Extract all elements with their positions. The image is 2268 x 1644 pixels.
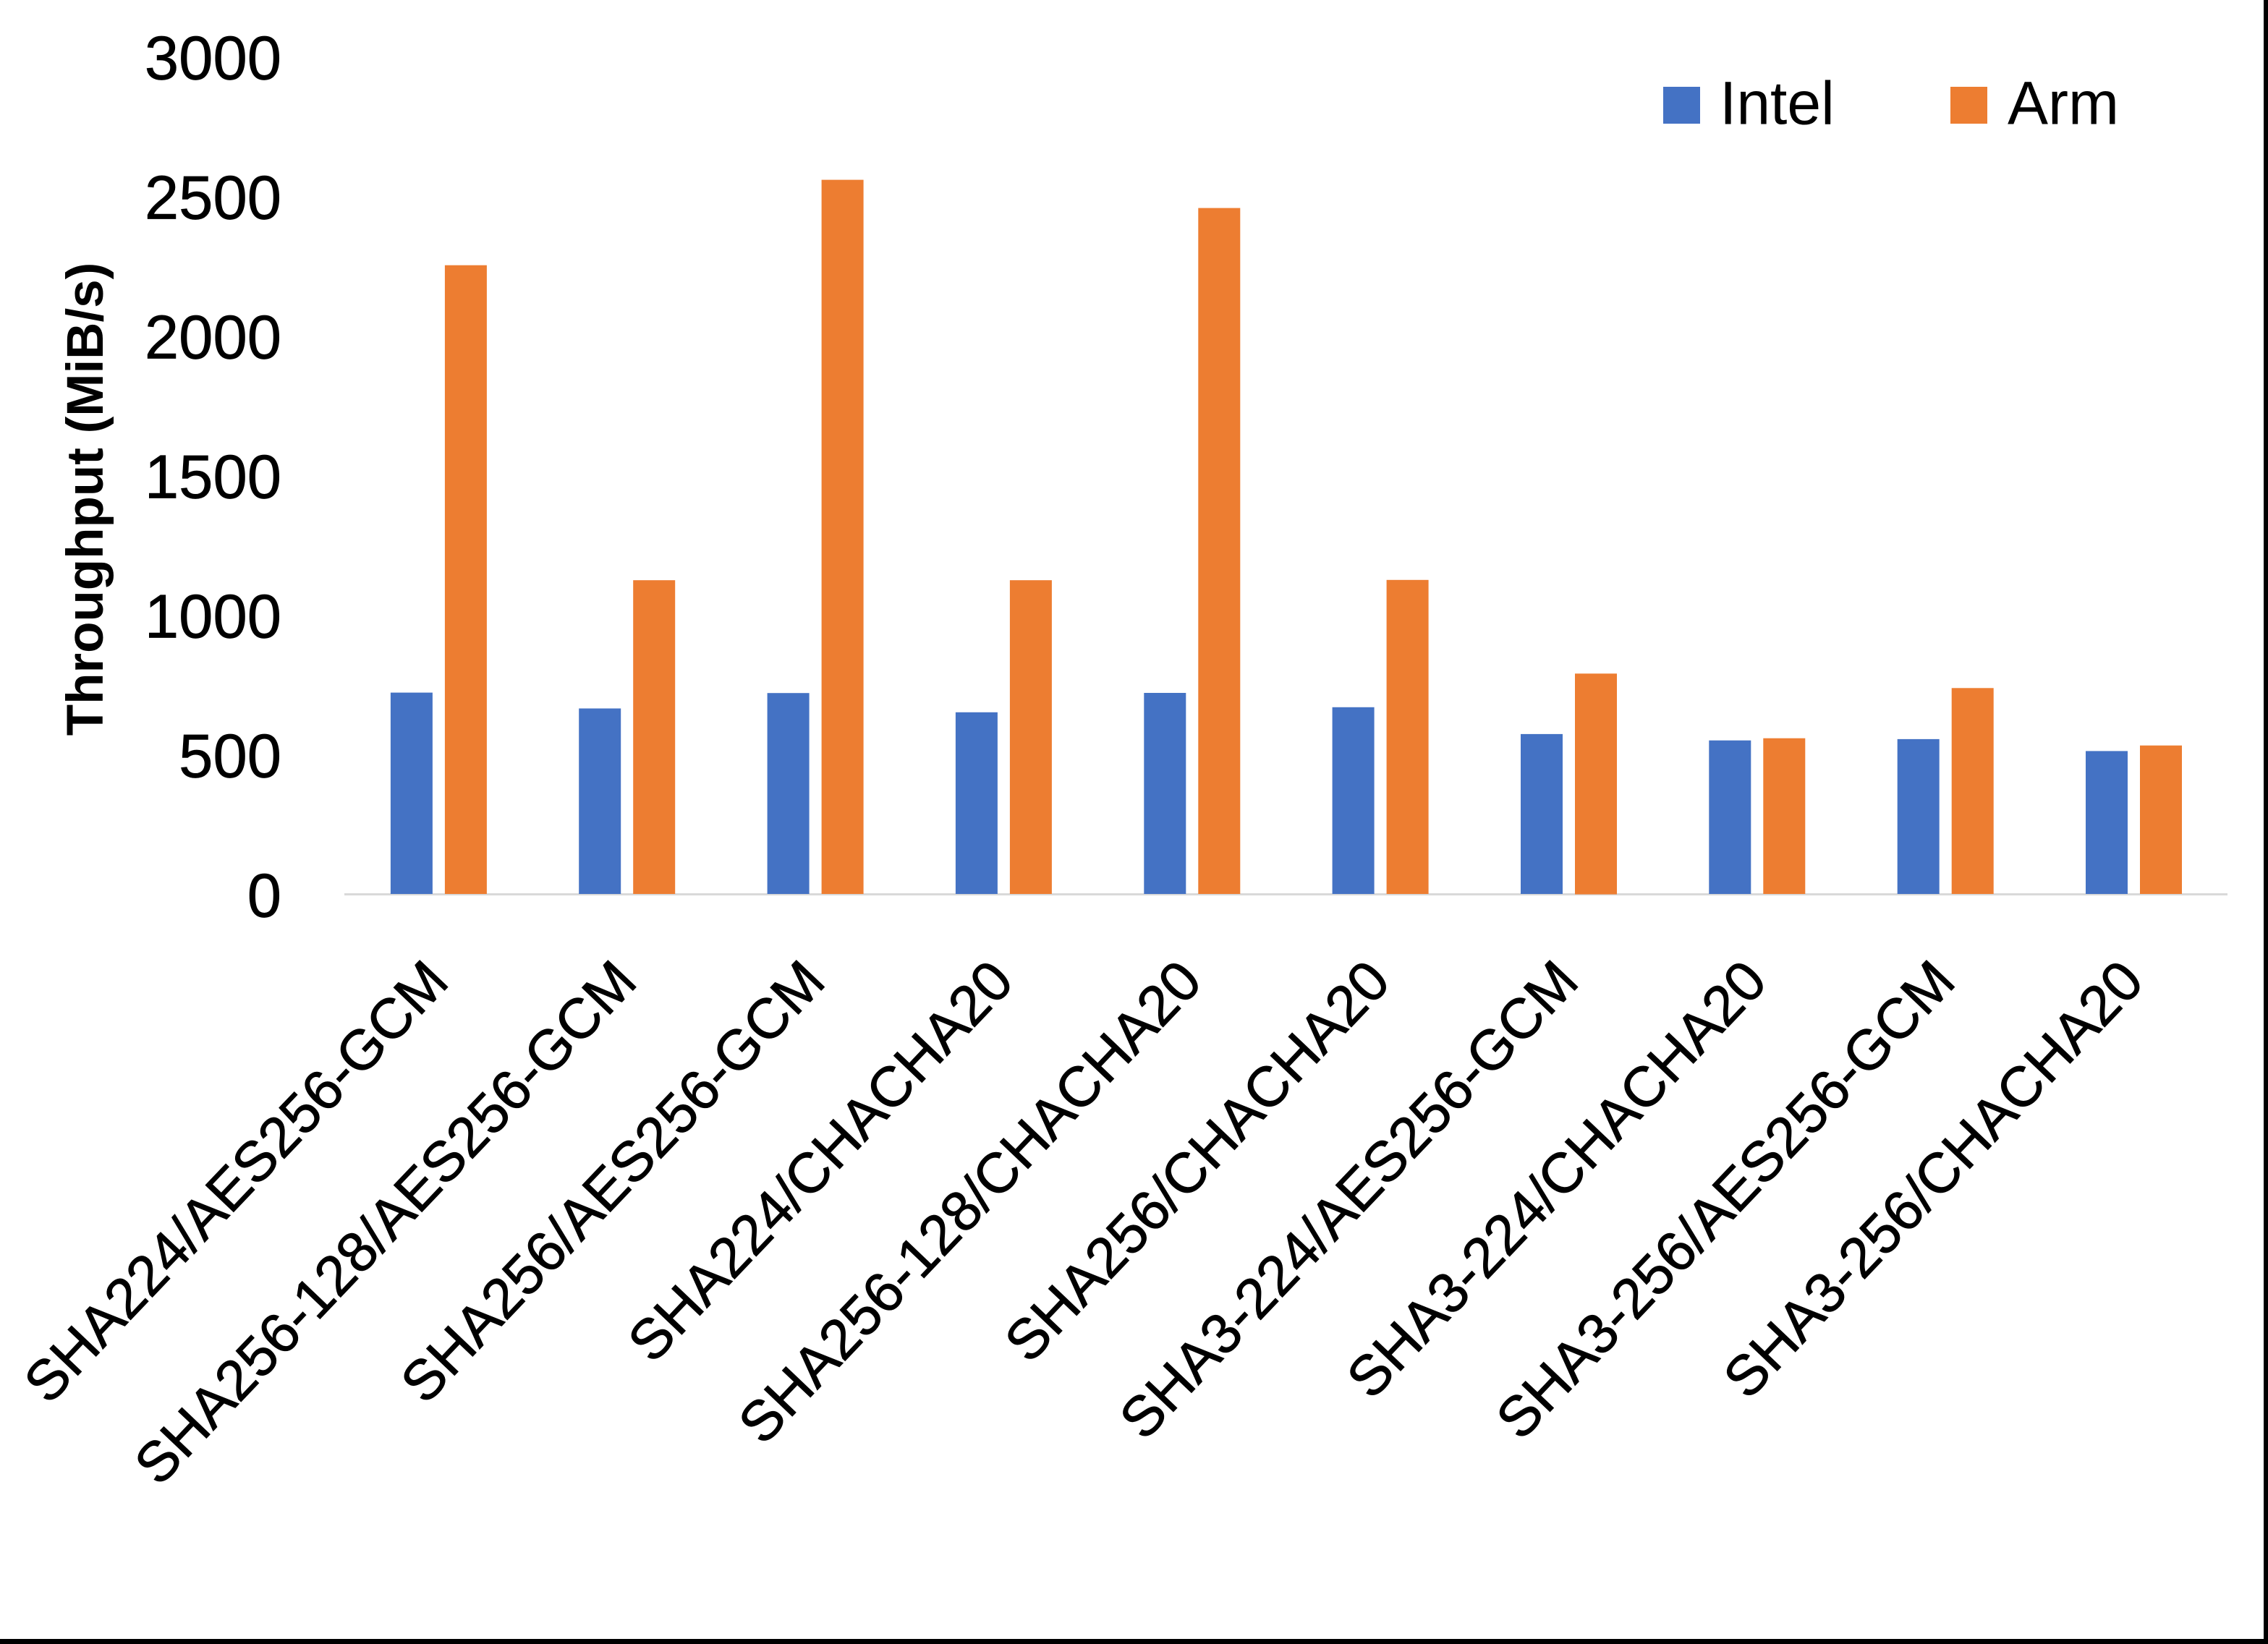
svg-text:500: 500 xyxy=(179,723,281,791)
svg-text:2000: 2000 xyxy=(145,304,281,372)
svg-text:1500: 1500 xyxy=(145,443,281,512)
svg-text:2500: 2500 xyxy=(145,164,281,233)
svg-text:Throughput (MiB/s): Throughput (MiB/s) xyxy=(57,263,114,736)
svg-text:0: 0 xyxy=(247,862,281,931)
svg-text:1000: 1000 xyxy=(145,583,281,652)
svg-text:Intel: Intel xyxy=(1720,69,1835,137)
svg-text:3000: 3000 xyxy=(145,25,281,93)
svg-text:Arm: Arm xyxy=(2008,69,2119,137)
